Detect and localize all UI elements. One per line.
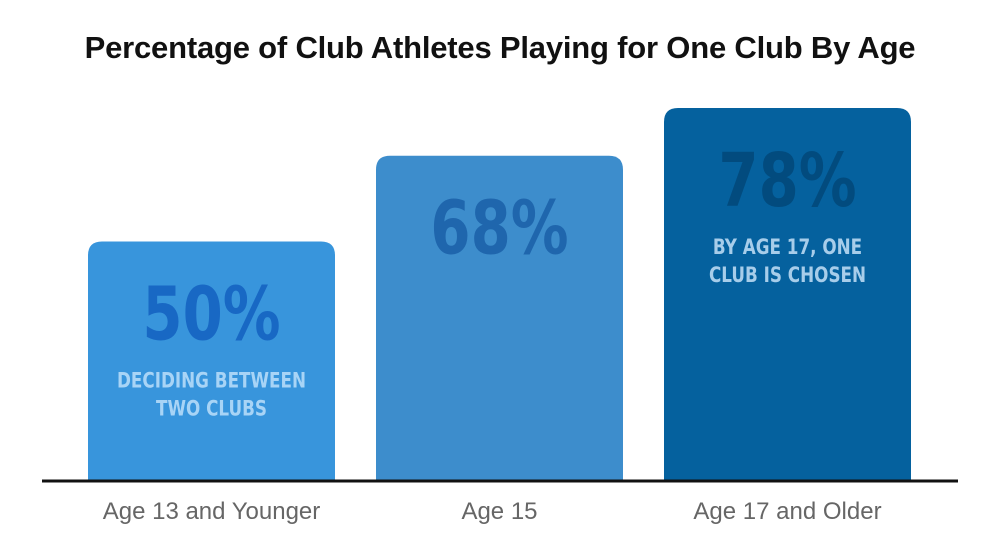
chart-title: Percentage of Club Athletes Playing for … [84,30,916,65]
value-label-2: 68% [430,185,568,272]
bar-3 [664,108,911,480]
category-label-1: Age 13 and Younger [103,498,321,525]
bar-annotation-1-line-1: DECIDING BETWEEN [117,369,306,393]
bar-annotation-1-line-2: TWO CLUBS [156,397,267,421]
bar-2 [376,155,623,480]
value-label-1: 50% [142,270,280,357]
value-label-3: 78% [718,137,856,224]
bar-1 [88,241,335,480]
category-label-2: Age 15 [461,498,537,525]
bar-annotation-3-line-2: CLUB IS CHOSEN [709,263,866,287]
bar-annotation-3-line-1: BY AGE 17, ONE [713,235,862,259]
category-label-3: Age 17 and Older [693,498,881,525]
